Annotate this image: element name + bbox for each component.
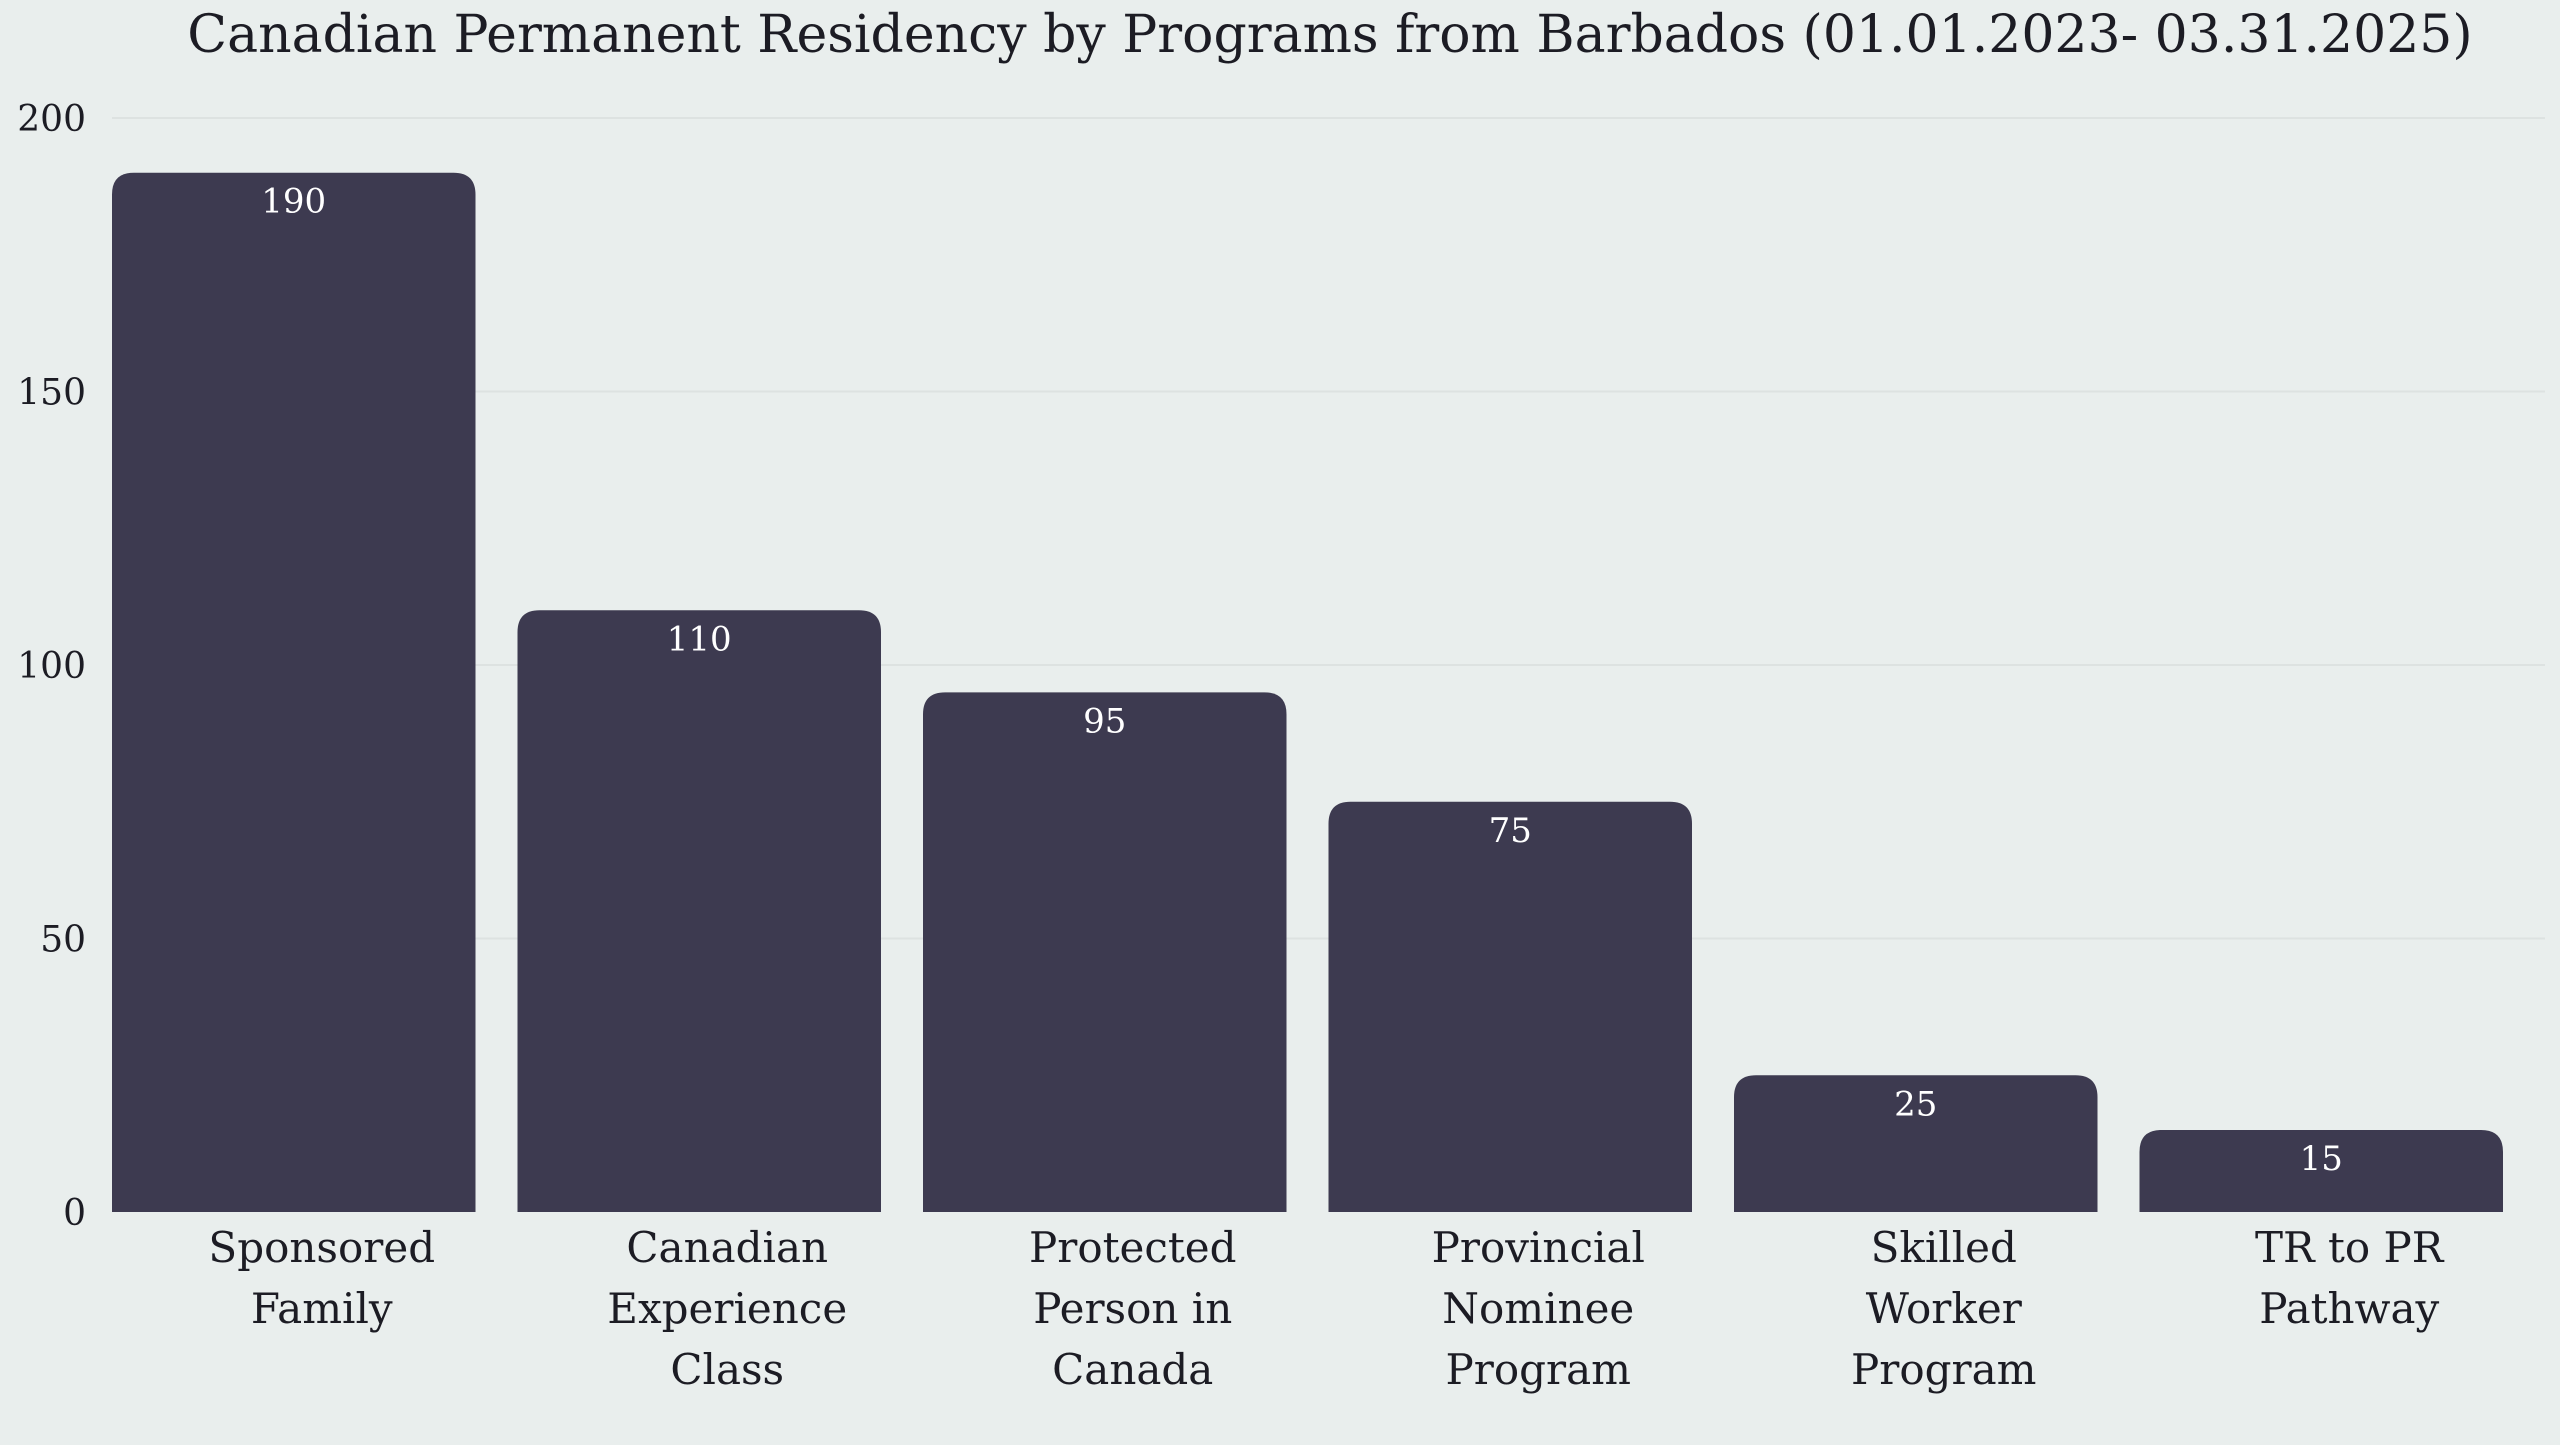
x-tick-label-line: Protected xyxy=(1029,1223,1237,1272)
x-tick-label: TR to PR Pathway xyxy=(2255,1223,2445,1333)
y-axis: 0 50 100 150 200 xyxy=(17,99,86,1234)
data-labels: 190 110 95 75 25 15 xyxy=(261,182,2343,1179)
data-label: 75 xyxy=(1489,811,1532,851)
bar xyxy=(1328,801,1692,1212)
x-tick-label-line: Person in xyxy=(1033,1284,1232,1333)
x-tick-label-line: Experience xyxy=(607,1284,847,1333)
data-label: 190 xyxy=(261,182,326,222)
data-label: 110 xyxy=(667,619,732,659)
x-tick-label-line: Pathway xyxy=(2259,1284,2439,1333)
data-label: 95 xyxy=(1083,701,1126,741)
x-tick-label-line: Program xyxy=(1851,1345,2036,1394)
bar xyxy=(517,610,881,1212)
data-label: 15 xyxy=(2300,1139,2343,1179)
x-tick-label-line: Worker xyxy=(1866,1284,2023,1333)
bar xyxy=(1734,1075,2098,1212)
x-tick-label-line: Canadian xyxy=(626,1223,828,1272)
data-label: 25 xyxy=(1894,1084,1937,1124)
x-tick-label-line: Class xyxy=(670,1345,784,1394)
x-tick-label-line: Nominee xyxy=(1442,1284,1634,1333)
x-tick-label: Provincial Nominee Program xyxy=(1432,1223,1645,1394)
x-tick-label-line: Program xyxy=(1446,1345,1631,1394)
bar xyxy=(2139,1129,2503,1212)
y-tick-label: 0 xyxy=(63,1193,86,1234)
y-tick-label: 200 xyxy=(17,99,86,140)
x-tick-label: Canadian Experience Class xyxy=(607,1223,847,1394)
bar xyxy=(923,692,1287,1212)
chart-title: Canadian Permanent Residency by Programs… xyxy=(187,5,2472,65)
y-tick-label: 150 xyxy=(17,373,86,414)
y-tick-label: 50 xyxy=(40,920,86,961)
x-tick-label-line: Sponsored xyxy=(208,1223,435,1272)
bar xyxy=(112,172,476,1213)
x-tick-label-line: Skilled xyxy=(1871,1223,2017,1272)
bars xyxy=(112,172,2503,1213)
x-tick-label-line: TR to PR xyxy=(2255,1223,2445,1272)
x-tick-label: Skilled Worker Program xyxy=(1851,1223,2036,1394)
x-tick-label-line: Family xyxy=(251,1284,393,1333)
x-tick-label-line: Provincial xyxy=(1432,1223,1645,1272)
x-axis: Sponsored Family Canadian Experience Class Pr… xyxy=(208,1223,2444,1394)
x-tick-label-line: Canada xyxy=(1052,1345,1213,1394)
x-tick-label: Protected Person in Canada xyxy=(1029,1223,1237,1394)
y-tick-label: 100 xyxy=(17,646,86,687)
x-tick-label: Sponsored Family xyxy=(208,1223,435,1333)
